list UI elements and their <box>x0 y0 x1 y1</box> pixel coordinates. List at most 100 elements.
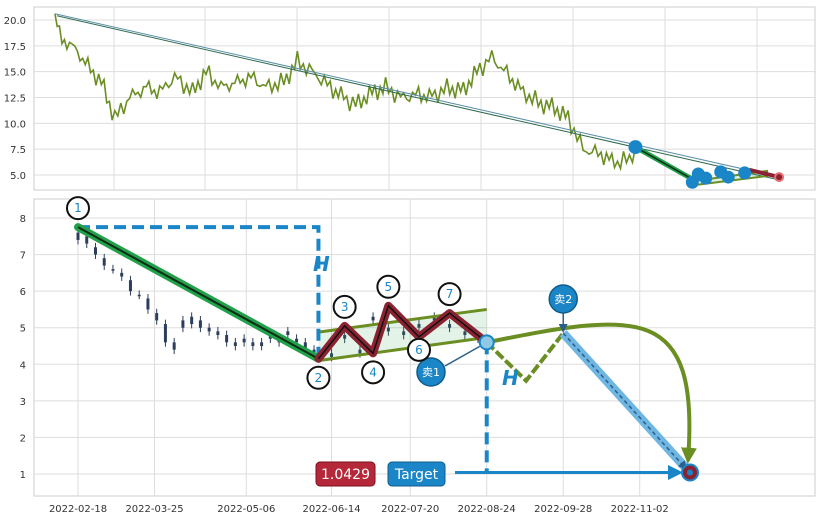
projection-arc <box>486 322 697 464</box>
candle-body <box>233 342 237 346</box>
target-arrow <box>562 332 688 470</box>
pattern-point-4-marker <box>361 360 386 385</box>
detail-y-tick-label: 8 <box>20 214 26 225</box>
candle-body <box>120 272 124 277</box>
detail-x-ticks: 2022-02-18 2022-03-25 2022-05-06 2022-06-14… <box>49 504 669 515</box>
overview-target-marker <box>774 172 785 183</box>
pattern-point-5-label: 5 <box>385 280 393 294</box>
candle-body <box>216 331 220 336</box>
candle-body <box>198 320 202 328</box>
overview-y-tick-label: 17.5 <box>4 42 26 53</box>
detail-y-tick-label: 1 <box>20 470 26 481</box>
channel-lower-line <box>318 336 483 363</box>
sell-signal-2-bubble <box>548 284 578 314</box>
candle-body <box>242 338 246 343</box>
pattern-point-6-label: 6 <box>415 343 423 357</box>
pattern-point-2-label: 2 <box>315 371 323 385</box>
detail-y-tick-label: 4 <box>20 360 26 371</box>
candle-body <box>93 247 97 255</box>
overview-marker <box>699 171 713 185</box>
pattern-point-7-marker <box>437 282 462 307</box>
overview-trend-line-1 <box>54 13 780 178</box>
candle-body <box>312 349 316 354</box>
overview-marker <box>738 166 752 180</box>
candle-body <box>286 331 290 336</box>
detail-y-tick-label: 6 <box>20 287 26 298</box>
candle-body <box>137 294 141 297</box>
candle-body <box>448 324 452 328</box>
pattern-leg-down-core <box>77 226 319 360</box>
pattern-point-6-marker <box>406 337 431 362</box>
overview-y-tick-label: 20.0 <box>4 16 26 27</box>
overview-marker <box>721 170 735 184</box>
pattern-overlay: 卖1 卖2 1 2 3 4 5 6 7 <box>66 196 699 482</box>
sell-signal-1-label: 卖1 <box>422 366 440 379</box>
channel-fill <box>318 309 487 361</box>
sell-signal-2-label: 卖2 <box>554 293 572 306</box>
candle-body <box>402 331 406 336</box>
candle-body <box>260 342 264 346</box>
overview-y-tick-label: 12.5 <box>4 94 26 105</box>
detail-y-tick-label: 2 <box>20 433 26 444</box>
target-marker-center <box>687 469 693 476</box>
pattern-zigzag-core <box>317 304 488 360</box>
projection-path <box>485 331 565 384</box>
sell-signal-1-marker <box>478 334 495 351</box>
candle-body <box>85 236 89 244</box>
candle-body <box>251 342 255 346</box>
candle-body <box>111 269 115 271</box>
detail-x-tick-label: 2022-08-24 <box>458 504 516 515</box>
candle-body <box>303 342 307 350</box>
detail-grid <box>34 199 815 496</box>
detail-y-tick-label: 7 <box>20 251 26 262</box>
detail-x-tick-label: 2022-06-14 <box>302 504 360 515</box>
overview-grid <box>34 7 815 190</box>
candle-body <box>343 335 347 339</box>
detail-x-tick-label: 2022-07-20 <box>381 504 439 515</box>
pattern-point-3-marker <box>332 294 357 319</box>
candle-body <box>76 232 80 240</box>
height-guide-left <box>78 225 321 359</box>
detail-x-tick-label: 2022-03-25 <box>125 504 183 515</box>
candle-body <box>225 335 229 343</box>
target-label-badge: Target <box>387 461 446 487</box>
detail-x-tick-label: 2022-11-02 <box>611 504 669 515</box>
overview-price-line <box>54 13 637 172</box>
candle-body <box>190 316 194 325</box>
candle-body <box>128 280 132 292</box>
detail-y-ticks: 1 2 3 4 5 6 7 8 <box>20 214 26 481</box>
pattern-point-1-marker <box>66 196 90 221</box>
candle-body <box>463 331 467 336</box>
overview-red-leg <box>748 167 780 180</box>
candle-body <box>432 316 436 321</box>
target-value-text: 1.0429 <box>321 467 370 483</box>
candle-body <box>146 298 150 310</box>
candle-body <box>207 327 211 332</box>
overview-y-tick-label: 5.0 <box>10 171 26 182</box>
detail-x-tick-label: 2022-09-28 <box>534 504 592 515</box>
candle-body <box>102 258 106 266</box>
sell-signal-1-bubble <box>416 357 446 387</box>
detail-y-tick-label: 3 <box>20 397 26 408</box>
overview-marker <box>628 140 643 155</box>
pattern-point-7-label: 7 <box>446 287 454 301</box>
pattern-point-5-marker <box>376 274 401 299</box>
candle-body <box>371 316 375 321</box>
candle-body <box>358 349 362 354</box>
pattern-point-3-label: 3 <box>341 300 349 314</box>
target-value-badge: 1.0429 <box>315 461 376 487</box>
candle-body <box>295 338 299 343</box>
candle-body <box>163 324 167 343</box>
detail-x-tick-label: 2022-02-18 <box>49 504 107 515</box>
pattern-point-2-marker <box>306 365 331 390</box>
height-label-left: H <box>313 252 330 276</box>
candle-body <box>155 313 159 321</box>
detail-x-tick-label: 2022-05-06 <box>217 504 275 515</box>
overview-y-tick-label: 7.5 <box>10 145 26 156</box>
target-label-text: Target <box>394 467 439 483</box>
candle-body <box>181 320 185 328</box>
overview-panel <box>33 6 816 191</box>
overview-pattern-leg-core <box>635 146 693 180</box>
